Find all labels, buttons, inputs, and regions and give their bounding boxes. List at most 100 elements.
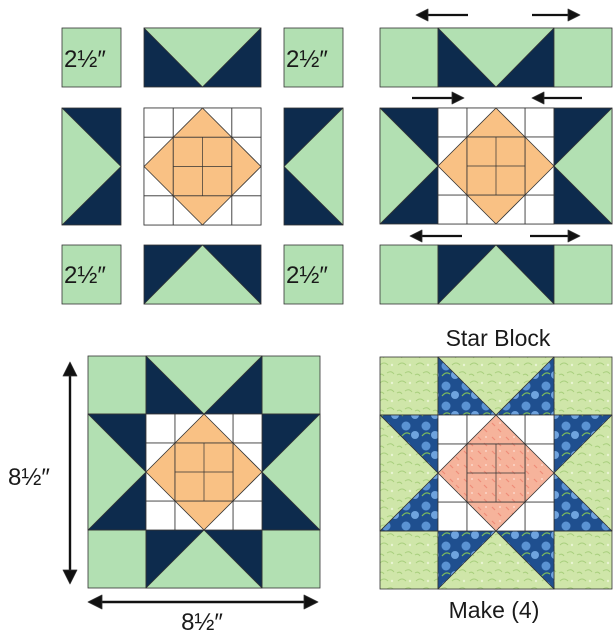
row2-left: [379, 107, 439, 225]
row1-goose-goose: [437, 27, 555, 88]
arrow-icon-head: [567, 229, 581, 243]
block-title: Star Block: [446, 325, 551, 351]
row2-right: [553, 107, 613, 225]
unit-center-star-corner-br: [231, 195, 262, 226]
finished-block-plain-outer-left-goose: [87, 413, 147, 531]
row2-center-star-corner-br: [524, 194, 555, 225]
finished-block-plain: [87, 355, 321, 589]
finished-block-fabric-center-star: [437, 414, 555, 532]
finished-block-fabric-outer-left-goose: [379, 414, 439, 532]
finished-block-plain-outer-right: [261, 413, 321, 531]
row3-corner-left: [379, 244, 439, 305]
finished-block-fabric: [379, 356, 613, 590]
corner-size-label-top-left: 2½″: [64, 46, 106, 73]
finished-block-fabric-outer-top: [437, 356, 555, 416]
corner-size-label-top-right: 2½″: [286, 46, 328, 73]
width-dimension-label: 8½″: [181, 609, 223, 630]
finished-block-plain-corner-tr: [261, 355, 321, 415]
unit-center-star: [143, 107, 262, 226]
unit-right-goose: [283, 107, 344, 226]
row1-corner-left: [379, 27, 439, 88]
corner-size-label-bottom-left: 2½″: [64, 262, 106, 289]
finished-block-fabric-outer-bottom-goose: [437, 530, 555, 590]
corner-square-tr: [283, 27, 344, 88]
finished-block-plain-outer-right-goose: [261, 413, 321, 531]
finished-block-plain-outer-left: [87, 413, 147, 531]
finished-block-fabric-center-star-goose-bottom: [466, 501, 526, 532]
finished-block-fabric-outer-right-goose: [553, 414, 613, 532]
finished-block-fabric-center-star-corner-tr: [524, 414, 555, 445]
finished-block-fabric-center-star-goose-top: [466, 414, 526, 445]
joined-rows: [379, 27, 613, 305]
finished-block-fabric-center-star-corner-tl: [437, 414, 468, 445]
arrow-icon-head: [567, 8, 581, 22]
unit-center-star-goose-left: [143, 136, 174, 197]
unit-center-star-goose-bottom: [172, 195, 233, 226]
unit-center-star-goose-right: [231, 136, 262, 197]
finished-block-fabric-center-star-goose-right: [524, 443, 555, 503]
row2-center-star-goose-right: [524, 136, 555, 196]
unit-top: [143, 27, 262, 88]
corner-square-br: [283, 244, 344, 305]
finished-block-fabric-outer-left: [379, 414, 439, 532]
arrow-icon-head: [531, 91, 545, 105]
finished-block-fabric-center-star-goose-left: [437, 443, 468, 503]
finished-block-fabric-corner-tr: [553, 356, 613, 416]
finished-block-fabric-center-star-corner-br: [524, 501, 555, 532]
row2-left-goose: [379, 107, 439, 225]
finished-block-plain-corner-tl: [87, 355, 147, 415]
row1-goose: [437, 27, 555, 88]
finished-block-plain-outer-top-goose: [145, 355, 263, 415]
arrow-icon: [415, 8, 468, 22]
finished-block-plain-outer-top: [145, 355, 263, 415]
finished-block-plain-center-star-corner-bl: [145, 500, 176, 531]
double-arrow-icon: [62, 361, 78, 585]
finished-block-fabric-corner-br: [553, 530, 613, 590]
double-arrow-icon-head-start: [62, 361, 78, 377]
finished-block-fabric-outer-bottom: [437, 530, 555, 590]
finished-block-plain-corner-br: [261, 529, 321, 589]
unit-center-star-goose-top: [172, 107, 233, 138]
pressing-arrows: [409, 8, 582, 243]
arrow-icon-head: [451, 91, 465, 105]
row3-corner-right: [553, 244, 613, 305]
double-arrow-icon: [87, 594, 319, 610]
double-arrow-icon-head-end: [303, 594, 319, 610]
height-dimension-label: 8½″: [8, 464, 50, 491]
arrow-icon-head: [415, 8, 429, 22]
row3-goose-goose: [437, 244, 555, 305]
unit-bottom-goose: [143, 244, 262, 305]
unit-left: [61, 107, 122, 226]
row2-center-star-goose-bottom: [466, 194, 526, 225]
exploded-layout: [61, 27, 344, 305]
corner-square-tl: [61, 27, 122, 88]
row2-center-star-corner-tl: [437, 107, 468, 138]
finished-block-plain-center-star-goose-left: [145, 442, 176, 502]
row2-center-star-goose-top: [466, 107, 526, 138]
unit-center-star-corner-bl: [143, 195, 174, 226]
unit-left-goose: [61, 107, 122, 226]
arrow-icon: [532, 8, 581, 22]
finished-block-plain-center-star-goose-right: [232, 442, 263, 502]
unit-top-goose: [143, 27, 262, 88]
arrow-icon-head: [409, 229, 423, 243]
finished-block-plain-center-star-goose-top: [174, 413, 234, 444]
arrow-icon: [530, 229, 581, 243]
arrow-icon: [531, 91, 582, 105]
finished-block-plain-corner-bl: [87, 529, 147, 589]
finished-block: [87, 355, 321, 589]
make-count-label: Make (4): [449, 597, 540, 623]
finished-block-plain-center-star-goose-bottom: [174, 500, 234, 531]
finished-block-plain-outer-bottom: [145, 529, 263, 589]
fabric-preview: [379, 356, 613, 590]
finished-block-fabric-center-star-corner-bl: [437, 501, 468, 532]
unit-bottom: [143, 244, 262, 305]
double-arrow-icon-head-start: [87, 594, 103, 610]
row2-center-star: [437, 107, 555, 225]
row2-right-goose: [553, 107, 613, 225]
finished-block-plain-center-star: [145, 413, 263, 531]
row1-corner-right: [553, 27, 613, 88]
row2-center-star-corner-bl: [437, 194, 468, 225]
arrow-icon: [412, 91, 465, 105]
